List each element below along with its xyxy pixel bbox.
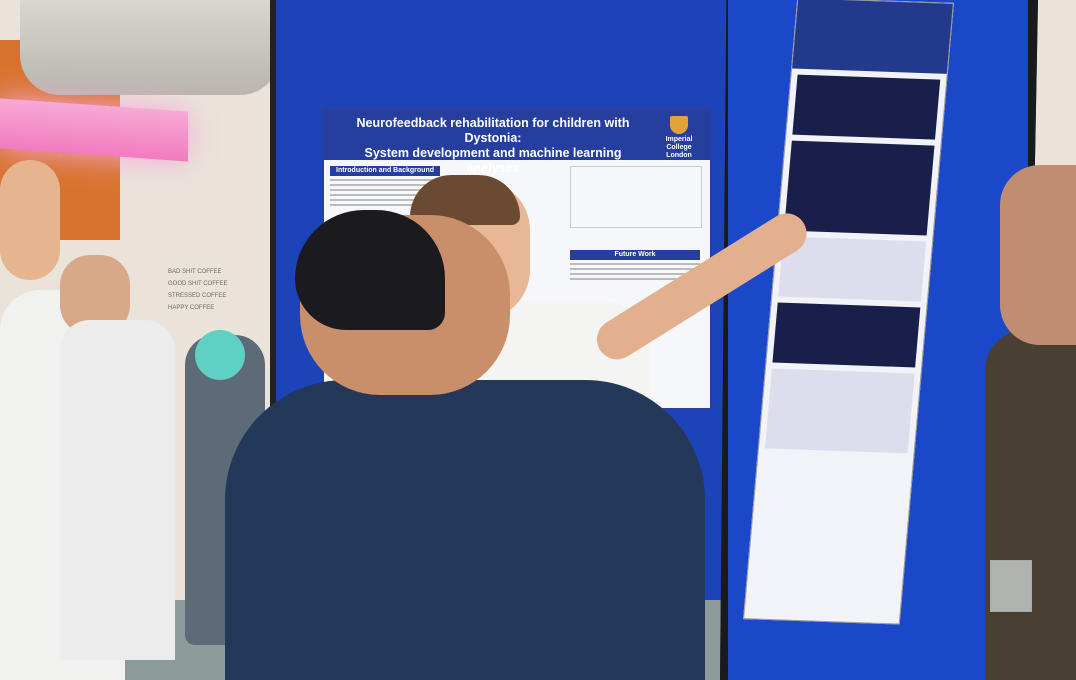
person-left-head: [0, 160, 60, 280]
visitor-hair: [295, 210, 445, 330]
section-heading: Future Work: [570, 250, 700, 260]
results-plots: [570, 166, 702, 228]
title-line: Neurofeedback rehabilitation for childre…: [356, 116, 630, 145]
sign-line: STRESSED COFFEE: [168, 293, 227, 299]
person-right-brown-shirt: [985, 330, 1076, 680]
poster-header: Neurofeedback rehabilitation for childre…: [324, 110, 710, 175]
sign-line: BAD SHIT COFFEE: [168, 269, 222, 275]
future-work-column: Future Work: [570, 250, 700, 283]
imperial-logo: Imperial College London: [654, 116, 704, 160]
person-background-body: [60, 320, 175, 660]
poster-title: Neurofeedback rehabilitation for childre…: [338, 116, 648, 176]
sign-line: GOOD SHIT COFFEE: [168, 281, 228, 287]
intro-column: Introduction and Background: [330, 166, 440, 209]
section-heading: Introduction and Background: [330, 166, 440, 176]
wine-glass: [990, 560, 1032, 612]
wall-coffee-sign: BAD SHIT COFFEE GOOD SHIT COFFEE STRESSE…: [168, 266, 228, 314]
green-hair: [195, 330, 245, 380]
sign-line: HAPPY COFFEE: [168, 305, 215, 311]
institution-name: Imperial College London: [665, 136, 693, 159]
crest-icon: [670, 116, 688, 134]
person-right-head: [1000, 165, 1076, 345]
title-line: System development and machine learning …: [364, 146, 622, 175]
visitor-navy-shirt: [225, 380, 705, 680]
ceiling-duct: [20, 0, 280, 95]
